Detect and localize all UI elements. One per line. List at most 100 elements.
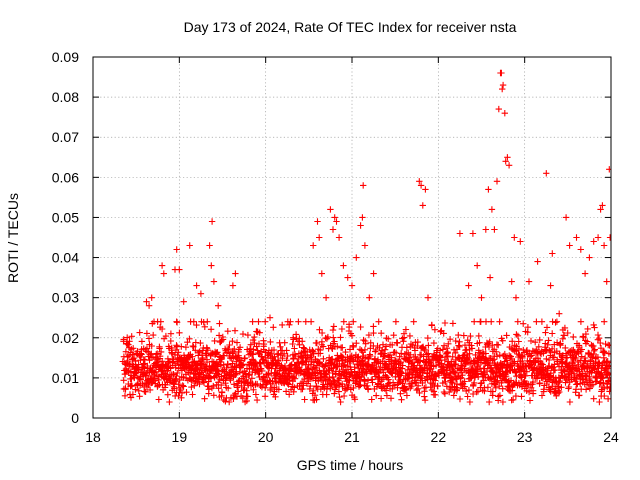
data-point: [380, 350, 388, 357]
data-point: [207, 326, 215, 333]
data-point: [599, 202, 606, 209]
data-point: [461, 383, 468, 390]
data-point: [424, 376, 431, 383]
data-point: [180, 298, 187, 305]
data-point: [398, 396, 405, 403]
data-point: [204, 347, 211, 354]
data-point: [289, 340, 296, 348]
data-point: [525, 278, 533, 285]
data-point: [471, 379, 478, 387]
data-point: [488, 206, 496, 213]
data-point: [216, 320, 223, 327]
data-point: [378, 330, 385, 337]
data-point: [206, 242, 213, 249]
data-point: [382, 343, 390, 350]
data-point: [248, 375, 256, 382]
data-point: [499, 85, 506, 93]
data-point: [342, 348, 349, 356]
data-point: [501, 110, 508, 117]
data-point: [262, 384, 269, 391]
data-point: [511, 358, 518, 365]
data-points: [119, 69, 611, 406]
data-point: [186, 335, 193, 342]
data-point: [134, 348, 141, 355]
data-point: [314, 218, 321, 225]
data-point: [561, 324, 569, 332]
data-point: [131, 372, 138, 380]
data-point: [178, 394, 185, 401]
data-point: [296, 335, 303, 342]
data-point: [158, 262, 166, 269]
data-point: [370, 323, 377, 330]
data-point: [132, 370, 139, 377]
x-axis-label: GPS time / hours: [297, 457, 404, 473]
data-point: [135, 387, 142, 394]
data-point: [600, 242, 608, 249]
x-tick-labels: 18 19 20 21 22 23 24: [85, 429, 619, 445]
data-point: [556, 377, 563, 385]
data-point: [283, 347, 290, 354]
data-point: [324, 376, 332, 383]
data-point: [340, 318, 347, 325]
data-point: [504, 154, 511, 161]
data-point: [544, 367, 551, 374]
y-tick-label: 0.07: [52, 129, 79, 145]
data-point: [340, 392, 348, 400]
data-point: [240, 361, 247, 368]
data-point: [518, 374, 526, 381]
data-point: [210, 278, 218, 285]
data-point: [136, 329, 143, 336]
data-point: [286, 321, 293, 328]
data-point: [428, 371, 435, 379]
data-point: [575, 361, 582, 368]
data-point: [411, 347, 419, 354]
data-point: [210, 392, 217, 399]
data-point: [121, 392, 129, 399]
data-point: [282, 388, 290, 395]
y-tick-label: 0.03: [52, 290, 79, 306]
data-point: [566, 242, 573, 249]
data-point: [512, 369, 519, 376]
data-point: [386, 351, 394, 359]
data-point: [514, 318, 521, 325]
data-point: [604, 395, 611, 402]
data-point: [594, 331, 602, 339]
data-point: [464, 393, 471, 400]
data-point: [529, 347, 536, 355]
data-point: [330, 334, 337, 341]
data-point: [122, 348, 130, 355]
data-point: [362, 340, 369, 347]
data-point: [252, 391, 260, 398]
data-point: [246, 345, 254, 352]
data-point: [485, 343, 493, 351]
data-point: [440, 364, 447, 371]
data-point: [280, 350, 288, 357]
data-point: [383, 392, 391, 399]
data-point: [168, 344, 175, 352]
data-point: [120, 377, 127, 384]
data-point: [279, 321, 286, 329]
data-point: [600, 354, 607, 361]
data-point: [417, 357, 424, 364]
data-point: [246, 365, 253, 373]
data-point: [454, 385, 461, 393]
data-point: [488, 318, 495, 325]
data-point: [272, 393, 279, 400]
data-point: [422, 346, 430, 354]
data-point: [469, 390, 477, 398]
data-point: [145, 302, 153, 309]
data-point: [300, 382, 307, 389]
data-point: [333, 218, 340, 225]
data-point: [359, 214, 366, 221]
data-point: [514, 361, 521, 369]
data-point: [237, 357, 245, 364]
data-point: [197, 339, 204, 347]
data-point: [397, 390, 404, 397]
data-point: [578, 353, 585, 360]
data-point: [270, 346, 278, 354]
data-point: [601, 318, 608, 325]
data-point: [606, 362, 611, 369]
data-point: [505, 162, 513, 169]
data-point: [232, 371, 239, 379]
data-point: [203, 358, 211, 366]
